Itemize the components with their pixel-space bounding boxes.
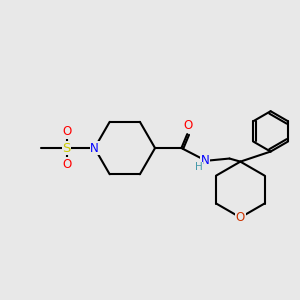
Text: N: N [90,142,99,154]
Text: O: O [183,119,193,132]
Text: S: S [62,142,71,154]
Text: O: O [62,158,71,171]
Text: O: O [236,211,245,224]
Text: H: H [195,163,203,172]
Text: N: N [201,154,210,167]
Text: O: O [62,125,71,138]
